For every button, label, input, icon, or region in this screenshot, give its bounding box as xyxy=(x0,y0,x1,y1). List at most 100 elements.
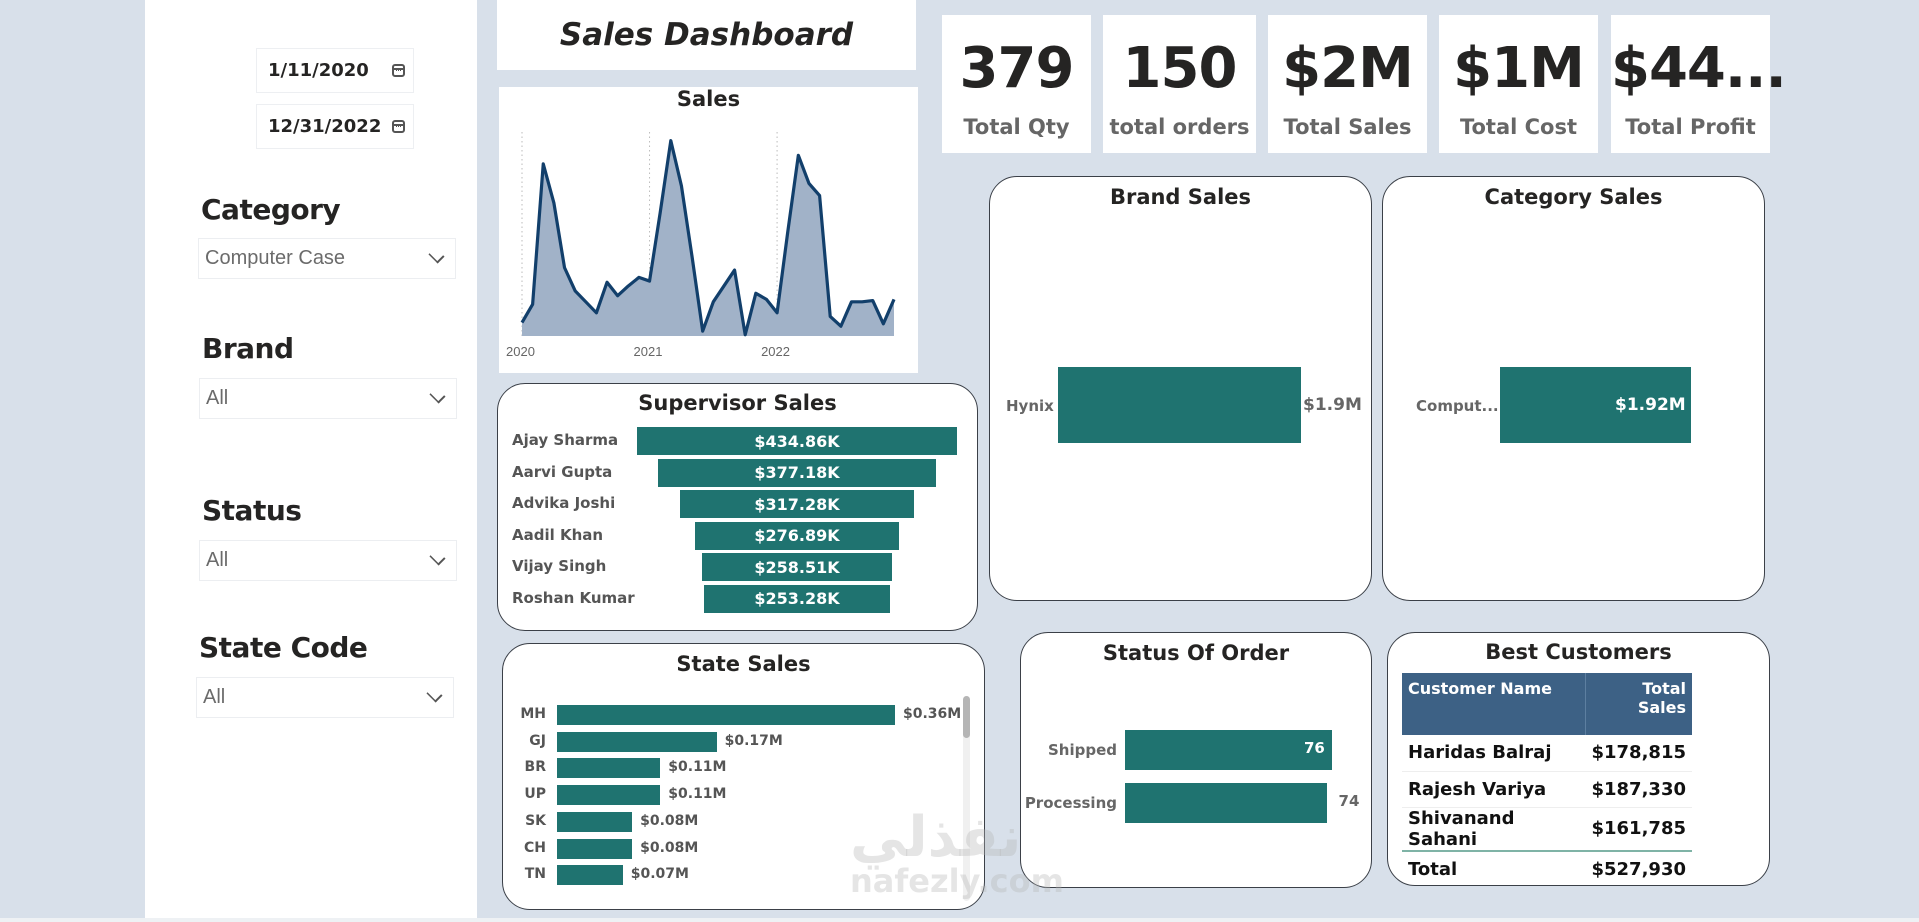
state-label: TN xyxy=(524,866,546,883)
state-bar[interactable] xyxy=(557,731,717,752)
funnel-label: Aarvi Gupta xyxy=(512,462,613,481)
sales-area xyxy=(522,140,894,336)
scrollbar-track[interactable] xyxy=(963,696,970,901)
best-customers-panel[interactable]: Best Customers Customer Name Total Sales… xyxy=(1387,632,1770,887)
funnel-bar[interactable]: $317.28K xyxy=(680,490,914,518)
kpi-value: 379 xyxy=(959,36,1075,101)
kpi-label: Total Sales xyxy=(1283,115,1412,139)
funnel-bar[interactable]: $258.51K xyxy=(701,553,893,581)
funnel-bar[interactable]: $253.28K xyxy=(703,584,891,613)
date-end-input[interactable]: 12/31/2022 xyxy=(256,104,414,149)
state-label: SK xyxy=(525,812,546,829)
state-value-label: $0.11M xyxy=(668,759,727,776)
dashboard-title: Sales Dashboard xyxy=(559,17,854,53)
state-bar[interactable] xyxy=(557,758,661,779)
status-value-label: 74 xyxy=(1338,792,1360,810)
sales-line xyxy=(520,139,896,337)
kpi-label: Total Qty xyxy=(963,115,1070,139)
filter-sidebar xyxy=(145,0,477,918)
best-customers-table: Customer Name Total Sales Haridas Balraj… xyxy=(1402,673,1692,887)
table-total-row[interactable]: Total $527,930 xyxy=(1402,849,1692,887)
customer-name-cell: Haridas Balraj xyxy=(1402,735,1585,772)
date-start-input[interactable]: 1/11/2020 xyxy=(256,48,414,93)
status-bar[interactable] xyxy=(1125,783,1327,823)
state-code-dropdown[interactable]: All xyxy=(196,677,454,718)
state-value-label: $0.08M xyxy=(640,812,699,829)
state-label: CH xyxy=(524,839,546,856)
state-value-label: $0.17M xyxy=(724,732,783,749)
state-sales-panel[interactable]: State Sales MH $0.36M GJ $0.17M BR $0.11M UP $0… xyxy=(502,643,985,910)
column-header-customer-name[interactable]: Customer Name xyxy=(1402,673,1585,735)
table-row[interactable]: Rajesh Variya $187,330 xyxy=(1402,771,1692,808)
status-dropdown-value: All xyxy=(206,549,229,571)
brand-dropdown[interactable]: All xyxy=(199,378,457,419)
bar-value-label: $1.92M xyxy=(1615,395,1686,415)
kpi-total-sales: $2M Total Sales xyxy=(1268,15,1427,153)
bottom-strip xyxy=(0,918,1919,922)
best-customers-title: Best Customers xyxy=(1485,640,1672,664)
kpi-total-orders: 150 total orders xyxy=(1103,15,1256,153)
chevron-down-icon xyxy=(429,387,446,404)
brand-dropdown-value: All xyxy=(206,387,229,409)
category-sales-panel[interactable]: Category Sales Comput... $1.92M xyxy=(1382,176,1765,601)
brand-slicer-title: Brand xyxy=(202,332,294,365)
calendar-icon[interactable] xyxy=(392,120,405,133)
scrollbar-thumb[interactable] xyxy=(963,696,970,738)
funnel-label: Aadil Khan xyxy=(512,525,604,544)
status-of-order-panel[interactable]: Status Of Order Shipped 76 Processing 74 xyxy=(1020,632,1372,888)
bar-value-label: $1.9M xyxy=(1303,395,1362,415)
bar-label: Hynix xyxy=(1006,397,1054,415)
sales-chart-panel[interactable]: Sales 2020 2021 2022 xyxy=(499,87,918,373)
date-start-value: 1/11/2020 xyxy=(268,60,369,81)
brand-sales-panel[interactable]: Brand Sales Hynix $1.9M xyxy=(989,176,1372,601)
funnel-bar[interactable]: $377.18K xyxy=(658,458,936,487)
state-bar[interactable] xyxy=(557,705,895,725)
kpi-label: Total Cost xyxy=(1459,115,1578,139)
kpi-value: $44... xyxy=(1611,36,1787,101)
funnel-bar[interactable]: $276.89K xyxy=(695,521,899,550)
chevron-down-icon xyxy=(426,686,443,703)
state-bar[interactable] xyxy=(557,811,633,832)
date-end-value: 12/31/2022 xyxy=(268,116,382,137)
kpi-value: 150 xyxy=(1122,36,1238,101)
customer-name-cell: Shivanand Sahani xyxy=(1402,807,1585,851)
kpi-value: $2M xyxy=(1282,36,1414,101)
funnel-label: Roshan Kumar xyxy=(512,588,635,607)
state-label: BR xyxy=(524,759,546,776)
sales-chart-title: Sales xyxy=(676,87,741,111)
category-bar[interactable] xyxy=(1500,367,1691,443)
chevron-down-icon xyxy=(429,549,446,566)
table-header-row: Customer Name Total Sales xyxy=(1402,673,1692,735)
state-label: MH xyxy=(520,706,546,722)
supervisor-sales-panel[interactable]: Supervisor Sales Ajay Sharma $434.86K Aarv… xyxy=(497,383,978,631)
kpi-label: Total Profit xyxy=(1625,115,1756,139)
column-header-total-sales[interactable]: Total Sales xyxy=(1584,673,1692,735)
status-bar[interactable] xyxy=(1125,730,1332,770)
total-sales-cell: $187,330 xyxy=(1585,771,1692,808)
sales-area-chart[interactable]: 2020 2021 2022 xyxy=(499,87,918,373)
x-tick-label: 2022 xyxy=(761,344,790,359)
table-row[interactable]: Shivanand Sahani $161,785 xyxy=(1402,807,1692,851)
state-bar[interactable] xyxy=(557,865,623,886)
state-label: GJ xyxy=(529,732,546,749)
state-bar[interactable] xyxy=(557,785,661,806)
brand-bar[interactable] xyxy=(1058,367,1301,443)
total-sales-cell: $527,930 xyxy=(1585,849,1692,887)
status-value-label: 76 xyxy=(1304,739,1325,757)
supervisor-sales-title: Supervisor Sales xyxy=(638,391,837,415)
status-of-order-title: Status Of Order xyxy=(1102,641,1290,665)
funnel-bar[interactable]: $434.86K xyxy=(637,427,957,455)
state-value-label: $0.36M xyxy=(903,706,962,722)
calendar-icon[interactable] xyxy=(392,64,405,77)
state-code-dropdown-value: All xyxy=(203,686,226,708)
status-slicer-title: Status xyxy=(202,494,302,527)
status-dropdown[interactable]: All xyxy=(199,540,457,581)
x-tick-label: 2020 xyxy=(506,344,535,359)
customer-name-cell: Total xyxy=(1402,849,1585,887)
category-slicer-title: Category xyxy=(201,193,341,226)
state-bar[interactable] xyxy=(557,838,633,859)
table-row[interactable]: Haridas Balraj $178,815 xyxy=(1402,735,1692,772)
kpi-total-qty: 379 Total Qty xyxy=(942,15,1091,153)
category-dropdown[interactable]: Computer Case xyxy=(198,238,456,279)
total-sales-cell: $161,785 xyxy=(1585,807,1692,851)
